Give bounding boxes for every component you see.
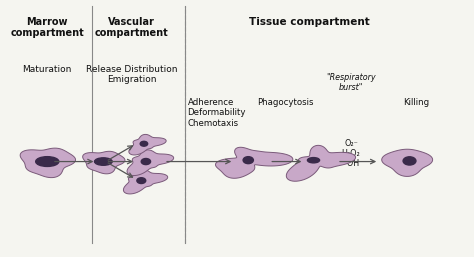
Text: Tissue compartment: Tissue compartment xyxy=(249,17,369,27)
PathPatch shape xyxy=(286,145,356,181)
Text: O₂⁻
H₂O₂
•OH: O₂⁻ H₂O₂ •OH xyxy=(342,139,360,169)
Text: Release Distribution
Emigration: Release Distribution Emigration xyxy=(86,65,177,84)
Ellipse shape xyxy=(403,157,416,165)
Ellipse shape xyxy=(94,158,112,165)
Text: Phagocytosis: Phagocytosis xyxy=(257,98,314,107)
Ellipse shape xyxy=(308,158,319,163)
PathPatch shape xyxy=(382,149,433,176)
Ellipse shape xyxy=(140,141,148,146)
Ellipse shape xyxy=(243,157,254,164)
PathPatch shape xyxy=(20,148,75,178)
PathPatch shape xyxy=(129,134,166,155)
PathPatch shape xyxy=(216,147,293,178)
PathPatch shape xyxy=(82,151,125,174)
Text: "Respiratory
burst": "Respiratory burst" xyxy=(326,72,376,92)
Ellipse shape xyxy=(141,159,151,164)
Text: Marrow
compartment: Marrow compartment xyxy=(10,17,84,38)
Text: Adherence
Deformability
Chemotaxis: Adherence Deformability Chemotaxis xyxy=(188,98,246,128)
Text: Killing: Killing xyxy=(403,98,429,107)
Ellipse shape xyxy=(36,157,59,167)
PathPatch shape xyxy=(123,170,168,194)
Text: Vascular
compartment: Vascular compartment xyxy=(94,17,168,38)
PathPatch shape xyxy=(127,150,173,176)
Text: Maturation: Maturation xyxy=(23,65,72,74)
Ellipse shape xyxy=(137,178,146,183)
